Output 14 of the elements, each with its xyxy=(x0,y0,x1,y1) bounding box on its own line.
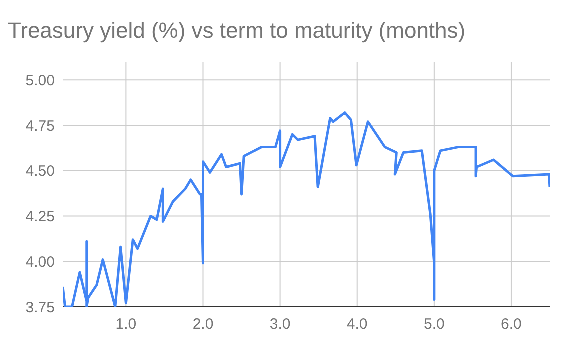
y-tick-label: 3.75 xyxy=(26,299,55,316)
x-tick-label: 2.0 xyxy=(192,316,214,333)
y-tick-label: 4.50 xyxy=(26,163,55,180)
y-tick-label: 4.75 xyxy=(26,118,55,135)
y-tick-label: 5.00 xyxy=(26,72,55,90)
y-tick-label: 4.00 xyxy=(26,254,55,271)
chart-title: Treasury yield (%) vs term to maturity (months) xyxy=(8,18,466,43)
x-tick-label: 1.0 xyxy=(116,316,137,333)
x-tick-label: 6.0 xyxy=(501,316,522,333)
x-tick-label: 3.0 xyxy=(270,316,291,333)
y-tick-label: 4.25 xyxy=(26,208,55,226)
x-tick-label: 5.0 xyxy=(424,316,445,333)
line-series xyxy=(63,112,550,307)
x-tick-label: 4.0 xyxy=(346,316,368,333)
